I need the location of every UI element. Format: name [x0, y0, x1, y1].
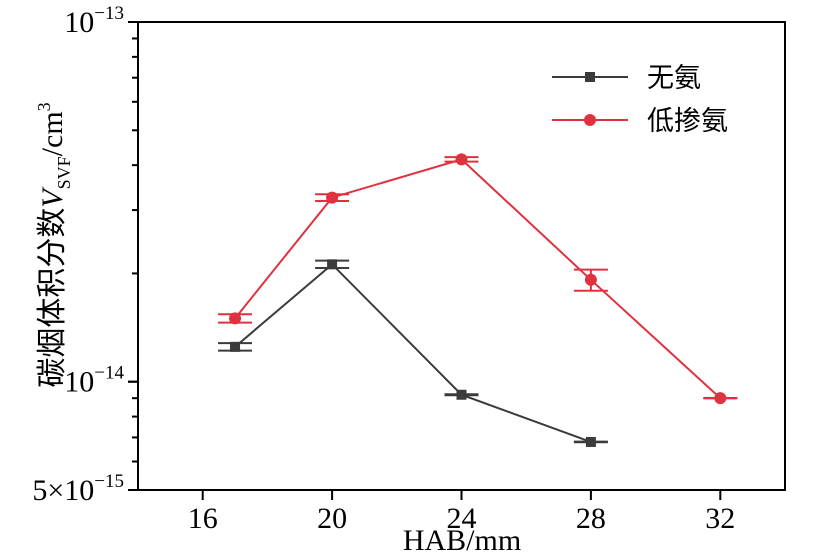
y-axis-label-var: V: [36, 186, 69, 208]
legend-label: 低掺氨: [647, 106, 728, 137]
x-tick-label: 20: [317, 502, 347, 535]
legend-marker: [584, 114, 596, 126]
data-point: [456, 389, 467, 400]
legend-marker: [585, 72, 595, 82]
x-tick-label: 28: [576, 502, 606, 535]
data-point: [327, 259, 338, 270]
axis-ticks: 16 20 24 28 32 5×10−15 10−14 10−13: [32, 3, 735, 535]
y-tick-label: 10−13: [64, 3, 124, 39]
x-tick-label: 24: [447, 502, 477, 535]
legend-entry: 无氨: [552, 63, 701, 94]
data-point: [229, 312, 242, 325]
data-point: [230, 341, 241, 352]
data-point: [326, 191, 339, 204]
y-axis-label-sub: SVF: [54, 156, 74, 189]
series-line: [234, 262, 592, 443]
data-point: [585, 436, 596, 447]
y-axis-label-prefix: 碳烟体积分数: [35, 208, 70, 388]
series-line: [234, 158, 721, 399]
legend-label: 无氨: [647, 63, 701, 94]
y-axis-label-sup: 3: [34, 102, 54, 111]
series-2: [218, 153, 738, 405]
x-axis-label: HAB/mm: [403, 524, 521, 557]
y-axis-label-unit: /cm: [36, 111, 69, 156]
y-tick-label: 10−14: [64, 363, 124, 399]
data-point: [455, 153, 468, 166]
y-axis-label: 碳烟体积分数VSVF/cm3: [34, 102, 74, 387]
x-tick-label: 32: [705, 502, 735, 535]
svg-text:碳烟体积分数VSVF/cm3: 碳烟体积分数VSVF/cm3: [34, 102, 74, 387]
data-point: [714, 392, 727, 405]
x-tick-label: 16: [188, 502, 218, 535]
data-point: [584, 273, 597, 286]
series-layer: [218, 153, 738, 447]
series-1: [218, 259, 608, 447]
legend-entry: 低掺氨: [552, 106, 728, 137]
y-tick-label: 5×10−15: [32, 471, 124, 507]
